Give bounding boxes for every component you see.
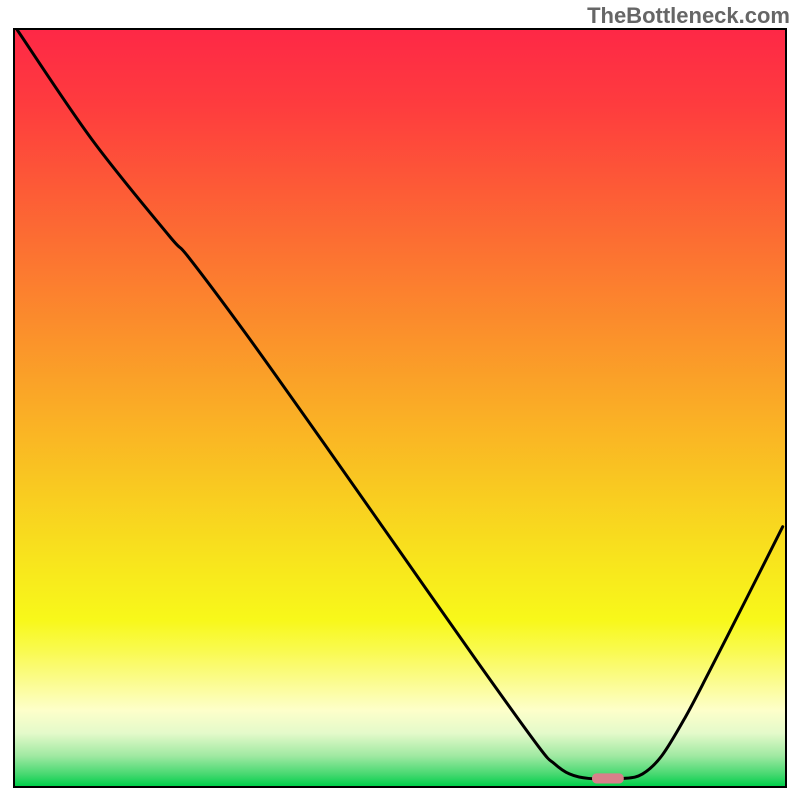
chart-curve-layer [15, 30, 785, 786]
optimum-marker [593, 774, 624, 783]
bottleneck-curve [17, 30, 782, 779]
chart-frame [13, 28, 787, 788]
watermark-text: TheBottleneck.com [587, 3, 790, 29]
